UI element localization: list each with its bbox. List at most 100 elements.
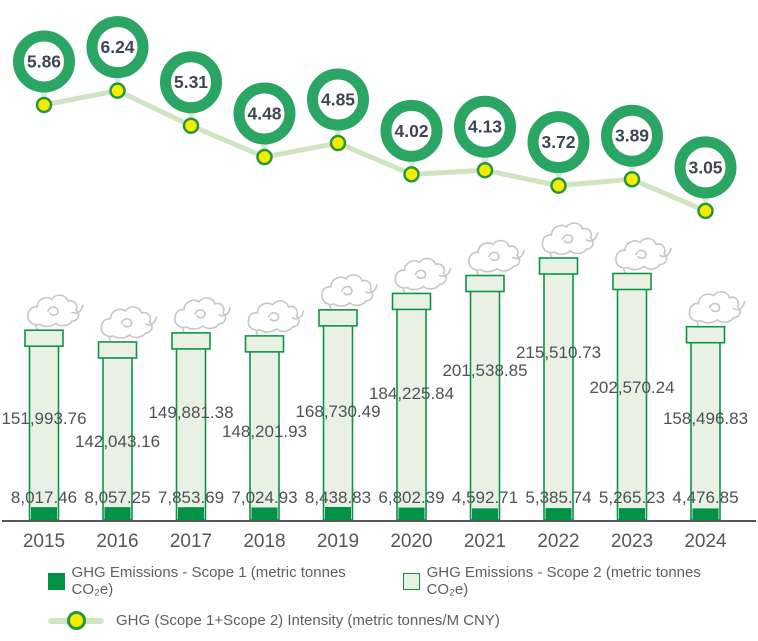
intensity-point-2023: 3.89 [601,104,663,188]
scope1-bar-segment [325,506,351,520]
scope1-swatch-icon [48,572,65,590]
legend-row-2: GHG (Scope 1+Scope 2) Intensity (metric … [48,611,758,630]
intensity-point-2022: 3.72 [527,111,590,194]
scope2-value-label: 158,496.83 [663,409,748,428]
smoke-cloud-icon [174,297,231,334]
legend-item-scope2: GHG Emissions - Scope 2 (metric tonnes C… [403,564,738,598]
scope1-value-label: 8,017.46 [11,488,77,507]
intensity-value-label: 3.72 [541,132,575,152]
intensity-badge-ring [454,95,516,158]
intensity-dot [329,134,347,152]
intensity-dot [623,170,641,188]
intensity-dot [697,202,714,220]
intensity-point-2016: 6.24 [86,16,149,99]
scope1-value-label: 7,024.93 [231,488,297,507]
intensity-dot [109,82,126,99]
intensity-value-label: 5.31 [174,72,208,92]
chimney-column [396,307,427,521]
intensity-point-2017: 5.31 [160,51,222,134]
legend-scope1-label: GHG Emissions - Scope 1 (metric tonnes C… [71,564,346,598]
legend: GHG Emissions - Scope 1 (metric tonnes C… [48,564,758,641]
intensity-line [41,88,708,214]
bar-group-2020: 184,225.84 6,802.39 2020 [369,257,454,552]
scope1-value-label: 6,802.39 [378,488,444,507]
intensity-point-2024: 3.05 [674,136,737,220]
chimney-cap [538,257,579,275]
intensity-point-2019: 4.85 [307,68,369,152]
chimney-column [616,287,648,521]
year-label: 2017 [170,531,212,552]
legend-item-intensity: GHG (Scope 1+Scope 2) Intensity (metric … [48,611,500,630]
smoke-cloud-icon [468,239,525,277]
scope1-bar-segment [398,507,425,520]
smoke-cloud-icon [247,300,305,337]
bar-group-2016: 142,043.16 8,057.25 2016 [75,306,160,552]
chimney-column [469,289,501,521]
year-label: 2022 [537,531,579,552]
smoke-cloud-icon [688,291,746,328]
legend-item-scope1: GHG Emissions - Scope 1 (metric tonnes C… [48,564,383,598]
intensity-badge-ring [380,99,443,162]
year-label: 2021 [464,531,506,552]
intensity-value-label: 5.86 [27,51,61,71]
year-label: 2023 [611,531,653,552]
intensity-value-label: 6.24 [100,37,134,57]
smoke-cloud-icon [321,274,378,311]
year-label: 2019 [317,531,359,552]
scope1-value-label: 5,385.74 [525,488,591,507]
intensity-dot [35,96,53,114]
scope2-value-label: 201,538.85 [442,361,527,380]
bar-group-2024: 158,496.83 4,476.85 2024 [663,291,748,552]
intensity-dot [403,166,420,183]
scope1-bar-segment [251,507,278,520]
scope1-bar-segment [619,508,645,520]
scope1-bar-segment [472,508,498,520]
intensity-value-label: 4.48 [247,104,281,124]
bar-group-2018: 148,201.93 7,024.93 2018 [222,300,307,552]
intensity-badge-ring [160,51,222,114]
smoke-cloud-icon [541,222,599,259]
chimney-cap [685,325,726,344]
scope2-value-label: 149,881.38 [148,403,233,422]
intensity-value-label: 3.05 [688,157,722,177]
scope1-value-label: 8,057.25 [84,488,150,507]
scope1-value-label: 4,592.71 [452,488,518,507]
chimney-cap [612,272,652,291]
bar-group-2022: 215,510.73 5,385.74 2022 [516,222,601,552]
year-label: 2018 [243,531,285,552]
year-label: 2015 [23,531,65,552]
scope2-swatch-icon [403,572,420,590]
scope2-value-label: 184,225.84 [369,384,454,403]
bar-group-2021: 201,538.85 4,592.71 2021 [442,239,528,552]
bar-group-2019: 168,730.49 8,438.83 2019 [295,274,381,552]
chimney-column [102,356,133,521]
chimney-column [690,340,721,521]
bar-group-2015: 151,993.76 8,017.46 2015 [1,294,87,552]
intensity-value-label: 4.85 [321,90,355,110]
bar-group-2017: 149,881.38 7,853.69 2017 [148,297,234,552]
intensity-dot [550,177,567,194]
intensity-badge-ring [13,30,75,93]
intensity-value-label: 3.89 [615,126,649,146]
scope1-bar-segment [692,508,719,520]
intensity-value-label: 4.02 [394,121,428,141]
chimney-cap [318,309,358,327]
bar-group-2023: 202,570.24 5,265.23 2023 [589,237,675,552]
intensity-dot [182,117,200,134]
scope1-bar-segment [104,507,131,520]
intensity-badge-ring [527,111,590,174]
scope2-value-label: 202,570.24 [589,378,674,397]
smoke-cloud-icon [615,237,672,275]
intensity-point-2018: 4.48 [233,82,296,166]
intensity-badge-ring [86,16,149,79]
legend-row-1: GHG Emissions - Scope 1 (metric tonnes C… [48,564,758,598]
scope2-value-label: 215,510.73 [516,343,601,362]
chimney-cap [391,292,432,311]
intensity-badge-ring [307,68,369,131]
smoke-cloud-icon [27,294,84,332]
intensity-point-2015: 5.86 [13,30,75,114]
chimney-column [543,272,574,521]
scope1-value-label: 7,853.69 [158,488,224,507]
intensity-dot [256,148,273,166]
